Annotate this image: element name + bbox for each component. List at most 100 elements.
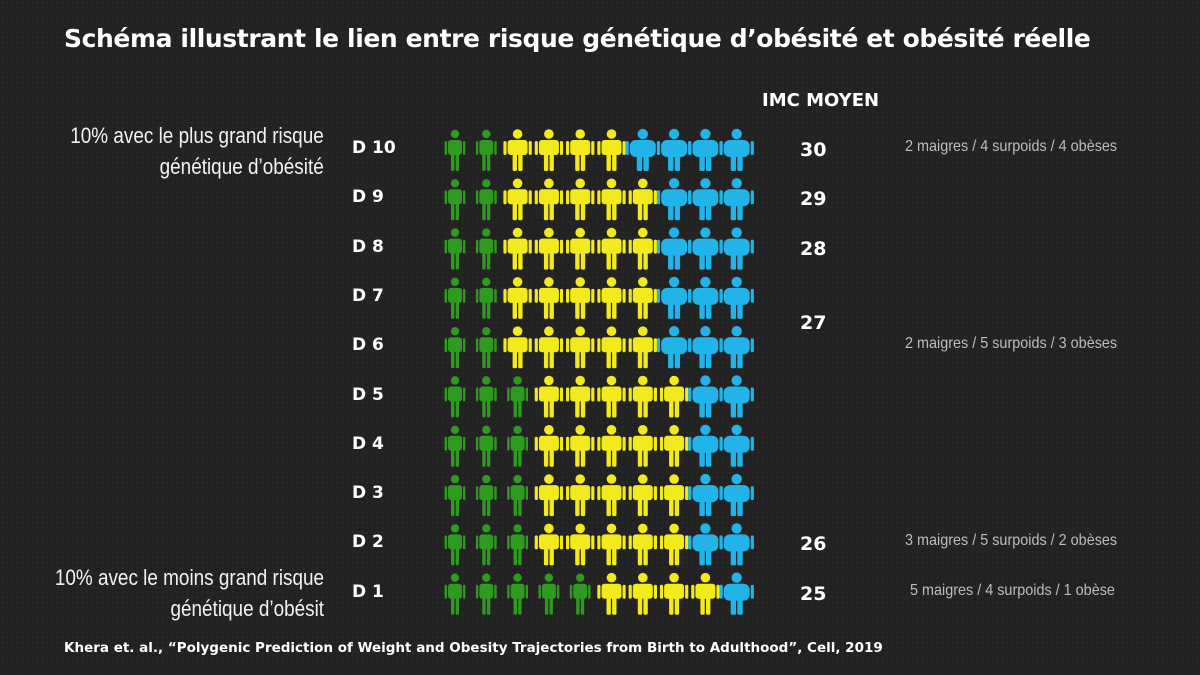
person-icon bbox=[688, 227, 723, 270]
person-icon bbox=[444, 179, 466, 221]
person-icon bbox=[475, 228, 497, 270]
person-icon bbox=[659, 375, 689, 418]
person-icon bbox=[534, 227, 564, 270]
person-icon bbox=[688, 375, 723, 418]
person-icon bbox=[534, 474, 564, 517]
imc-value: 25 bbox=[800, 582, 827, 605]
imc-value: 27 bbox=[800, 311, 827, 334]
person-icon bbox=[719, 572, 754, 615]
person-icon bbox=[475, 425, 497, 467]
person-icon bbox=[719, 326, 754, 369]
composition-note: 2 maigres / 5 surpoids / 3 obèses bbox=[905, 335, 1118, 353]
person-icon bbox=[475, 129, 497, 171]
person-icon bbox=[597, 178, 626, 221]
person-icon bbox=[628, 277, 657, 319]
top-decile-label: 10% avec le plus grand risque génétique … bbox=[29, 120, 324, 182]
person-icon bbox=[534, 523, 564, 566]
person-icon bbox=[719, 178, 754, 221]
decile-label: D 2 bbox=[352, 532, 384, 553]
decile-label: D 5 bbox=[352, 384, 384, 405]
person-icon bbox=[625, 128, 660, 171]
person-icon bbox=[507, 524, 528, 566]
imc-header: IMC MOYEN bbox=[762, 90, 880, 111]
person-icon bbox=[444, 376, 466, 418]
decile-label: D 8 bbox=[352, 236, 384, 257]
decile-label: D 4 bbox=[352, 433, 384, 454]
person-icon bbox=[628, 425, 657, 467]
person-icon bbox=[628, 572, 657, 615]
person-icon bbox=[503, 227, 532, 270]
person-icon bbox=[507, 474, 528, 517]
person-icon bbox=[444, 524, 466, 566]
person-icon bbox=[566, 129, 595, 171]
person-icon bbox=[659, 425, 689, 467]
person-icon bbox=[656, 276, 692, 319]
bottom-decile-label-line1: 10% avec le moins grand risque bbox=[54, 565, 324, 590]
person-icon bbox=[566, 227, 595, 270]
person-icon bbox=[566, 178, 595, 221]
person-icon bbox=[628, 523, 657, 566]
decile-label: D 1 bbox=[352, 581, 384, 602]
person-icon bbox=[475, 524, 497, 566]
person-icon bbox=[566, 474, 595, 517]
decile-label: D 6 bbox=[352, 335, 384, 356]
person-icon bbox=[628, 178, 657, 221]
person-icon bbox=[534, 178, 564, 221]
person-icon bbox=[597, 277, 626, 319]
person-icon bbox=[597, 425, 626, 467]
person-icon bbox=[628, 474, 657, 517]
person-icon bbox=[597, 375, 626, 418]
person-icon bbox=[566, 425, 595, 467]
person-icon bbox=[475, 474, 497, 517]
person-icon bbox=[628, 326, 657, 369]
person-icon bbox=[719, 276, 754, 319]
composition-note: 5 maigres / 4 surpoids / 1 obèse bbox=[910, 581, 1115, 599]
person-icon bbox=[566, 277, 595, 319]
person-icon bbox=[507, 425, 528, 467]
person-icon bbox=[566, 375, 595, 418]
imc-value: 26 bbox=[800, 533, 827, 556]
person-icon bbox=[534, 425, 564, 467]
person-icon bbox=[656, 178, 692, 221]
person-icon bbox=[719, 375, 754, 418]
person-icon bbox=[597, 474, 626, 517]
imc-value: 29 bbox=[800, 188, 827, 211]
person-icon bbox=[444, 474, 466, 517]
person-icon bbox=[444, 228, 466, 270]
person-icon bbox=[475, 327, 497, 369]
person-icon bbox=[503, 129, 532, 171]
person-icon bbox=[475, 277, 497, 319]
person-icon bbox=[688, 424, 723, 467]
person-icon bbox=[475, 573, 497, 615]
decile-label: D 9 bbox=[352, 187, 384, 208]
composition-note: 3 maigres / 5 surpoids / 2 obèses bbox=[905, 532, 1118, 550]
person-icon bbox=[628, 227, 657, 270]
person-icon bbox=[656, 326, 692, 369]
person-icon bbox=[569, 573, 591, 615]
decile-label: D 3 bbox=[352, 483, 384, 504]
person-icon bbox=[475, 376, 497, 418]
person-icon bbox=[688, 473, 723, 517]
person-icon bbox=[688, 326, 723, 369]
person-icon bbox=[691, 572, 720, 615]
person-icon bbox=[688, 523, 723, 566]
person-icon bbox=[659, 523, 689, 566]
person-icon bbox=[444, 573, 466, 615]
person-icon bbox=[444, 129, 466, 171]
person-icon bbox=[719, 424, 754, 467]
person-icon bbox=[688, 128, 723, 171]
person-icon bbox=[719, 227, 754, 270]
person-icon bbox=[538, 573, 560, 615]
person-icon bbox=[444, 327, 466, 369]
person-icon bbox=[534, 375, 564, 418]
page-title: Schéma illustrant le lien entre risque g… bbox=[64, 24, 1091, 53]
imc-value: 28 bbox=[800, 237, 827, 260]
citation: Khera et. al., “Polygenic Prediction of … bbox=[64, 640, 883, 656]
bottom-decile-label-line2: génétique d’obésit bbox=[170, 596, 324, 621]
person-icon bbox=[534, 129, 564, 171]
person-icon bbox=[656, 227, 692, 270]
imc-value: 30 bbox=[800, 139, 827, 161]
decile-label: D 10 bbox=[352, 138, 396, 158]
person-icon bbox=[656, 128, 692, 171]
